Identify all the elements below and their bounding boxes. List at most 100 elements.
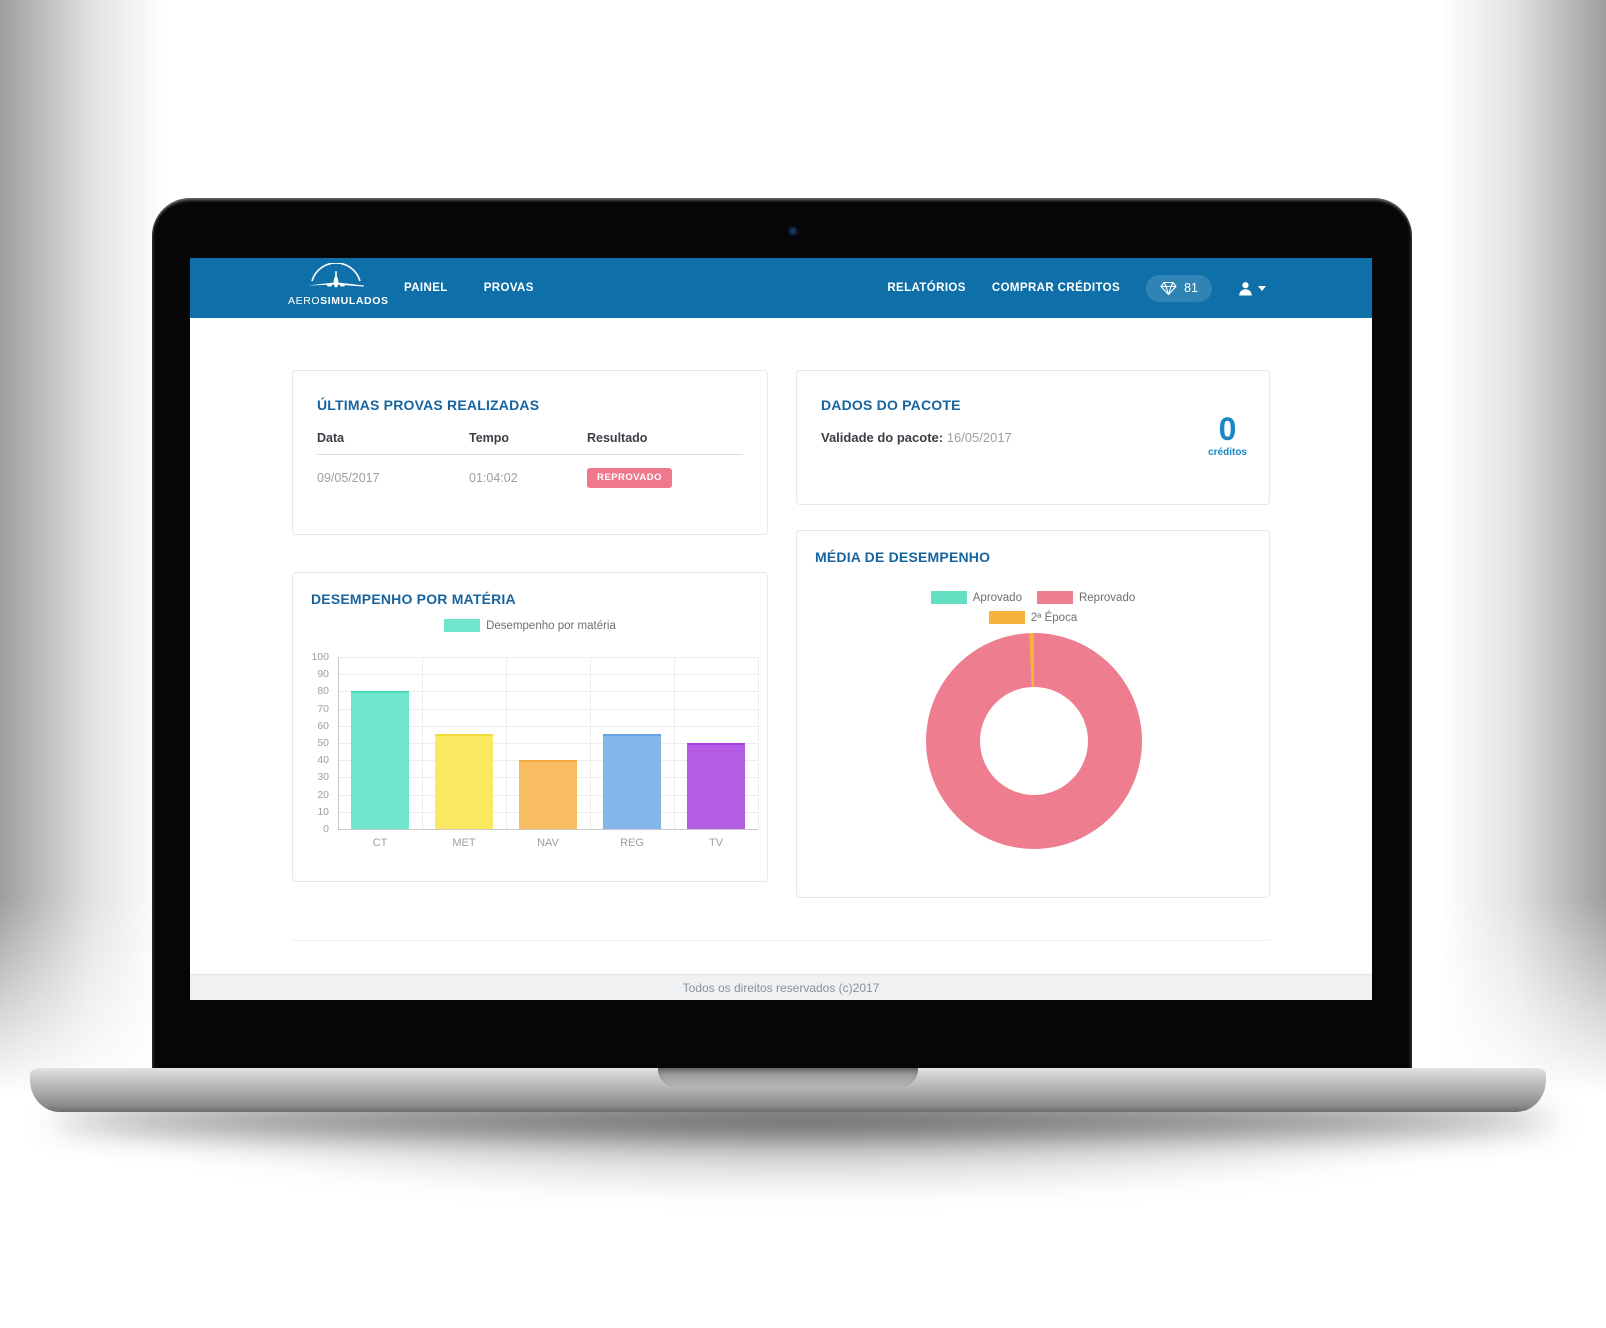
- credits-remaining-label: créditos: [1208, 447, 1247, 458]
- bar-met: [435, 734, 493, 829]
- gridline: [506, 657, 507, 829]
- cell-tempo: 01:04:02: [469, 470, 518, 485]
- legend-item[interactable]: Desempenho por matéria: [444, 619, 616, 632]
- nav-link-relatorios[interactable]: RELATÓRIOS: [887, 282, 966, 294]
- card-ultimas-provas: ÚLTIMAS PROVAS REALIZADAS Data Tempo Res…: [292, 370, 768, 535]
- legend-swatch: [930, 591, 967, 604]
- y-tick-label: 40: [317, 754, 329, 767]
- legend-item[interactable]: 2ª Época: [988, 611, 1077, 624]
- validity-value: 16/05/2017: [946, 430, 1012, 445]
- page-footer: Todos os direitos reservados (c)2017: [190, 974, 1372, 1000]
- gridline: [338, 708, 758, 710]
- package-validity: Validade do pacote: 16/05/2017: [821, 430, 1012, 445]
- y-tick-label: 60: [317, 719, 329, 732]
- status-badge: REPROVADO: [587, 468, 673, 488]
- x-tick-label: TV: [708, 837, 724, 849]
- bar-chart-legend: Desempenho por matéria: [293, 619, 767, 632]
- gridline: [338, 829, 758, 830]
- gridline: [422, 657, 423, 829]
- col-header-resultado: Resultado: [587, 431, 648, 445]
- gem-icon: [1160, 281, 1177, 295]
- card-media-desempenho: MÉDIA DE DESEMPENHO Aprovado Reprovado 2ª…: [796, 530, 1270, 898]
- card-title: MÉDIA DE DESEMPENHO: [815, 549, 991, 565]
- laptop-base: [30, 1068, 1546, 1112]
- legend-label: Desempenho por matéria: [486, 619, 616, 632]
- brand-logo[interactable]: AEROSIMULADOS: [288, 263, 388, 307]
- legend-item[interactable]: Reprovado: [1036, 591, 1136, 604]
- y-tick-label: 70: [317, 702, 329, 715]
- gridline: [758, 657, 759, 829]
- brand-name-bold: SIMULADOS: [320, 295, 389, 307]
- gridline: [590, 657, 591, 829]
- provas-table: Data Tempo Resultado 09/05/2017 01:04:02…: [317, 431, 743, 488]
- gridline: [338, 657, 758, 658]
- gridline: [338, 743, 758, 744]
- bar-ct: [351, 691, 409, 829]
- copyright-text: Todos os direitos reservados (c)2017: [682, 980, 880, 995]
- gridline: [338, 657, 339, 829]
- airplane-logo-icon: [308, 263, 364, 288]
- col-header-data: Data: [317, 431, 345, 445]
- y-tick-label: 90: [317, 668, 329, 681]
- y-tick-label: 80: [317, 685, 329, 698]
- x-tick-label: REG: [620, 837, 644, 849]
- legend-label: Reprovado: [1078, 591, 1136, 604]
- dashboard-page: ÚLTIMAS PROVAS REALIZADAS Data Tempo Res…: [190, 318, 1372, 1000]
- gridline: [674, 657, 675, 829]
- laptop-lid-notch: [658, 1068, 918, 1087]
- bar-chart-plot: [338, 657, 759, 830]
- nav-link-comprar-creditos[interactable]: COMPRAR CRÉDITOS: [991, 282, 1121, 294]
- card-desempenho-materia: DESEMPENHO POR MATÉRIA Desempenho por ma…: [292, 572, 768, 882]
- bar-nav: [519, 760, 577, 829]
- webcam-icon: [790, 228, 796, 234]
- legend-swatch: [1036, 591, 1073, 604]
- y-tick-label: 20: [317, 788, 329, 801]
- card-title: DADOS DO PACOTE: [821, 397, 961, 413]
- bar-tv: [687, 743, 745, 829]
- cell-data: 09/05/2017: [317, 470, 380, 485]
- credits-badge[interactable]: 81: [1146, 274, 1212, 302]
- nav-links-left: PAINEL PROVAS: [404, 258, 534, 318]
- brand-name: AEROSIMULADOS: [288, 295, 388, 307]
- legend-swatch: [988, 611, 1025, 624]
- legend-swatch: [444, 619, 481, 632]
- validity-label: Validade do pacote:: [821, 430, 944, 445]
- credits-count: 81: [1184, 281, 1198, 295]
- caret-down-icon: [1258, 285, 1266, 291]
- legend-item[interactable]: Aprovado: [930, 591, 1022, 604]
- col-header-tempo: Tempo: [469, 431, 510, 445]
- y-tick-label: 50: [317, 737, 329, 749]
- doughnut: [926, 633, 1142, 849]
- backdrop-shadow-right: [1441, 0, 1606, 1095]
- card-title: DESEMPENHO POR MATÉRIA: [311, 591, 516, 607]
- credits-remaining-value: 0: [1218, 411, 1237, 447]
- backdrop-shadow-left: [0, 0, 165, 1095]
- y-tick-label: 30: [317, 771, 329, 784]
- laptop-lid: AEROSIMULADOS PAINEL PROVAS RELATÓRIOS C…: [152, 198, 1412, 1070]
- nav-link-painel[interactable]: PAINEL: [404, 282, 448, 294]
- y-tick-label: 0: [323, 823, 329, 835]
- content-divider: [292, 940, 1270, 941]
- card-dados-pacote: DADOS DO PACOTE Validade do pacote: 16/0…: [796, 370, 1270, 505]
- x-tick-label: CT: [372, 837, 388, 849]
- bar-chart-y-axis: 100 90 80 70 60 50 40 30 20 10 0: [293, 651, 333, 835]
- bar-chart-x-labels: CT MET NAV REG TV: [338, 837, 758, 849]
- table-header-row: Data Tempo Resultado: [317, 431, 743, 455]
- top-navbar: AEROSIMULADOS PAINEL PROVAS RELATÓRIOS C…: [190, 258, 1372, 318]
- gridline: [338, 725, 758, 727]
- doughnut-legend-row2: 2ª Época: [797, 611, 1269, 624]
- y-tick-label: 100: [311, 651, 329, 663]
- legend-label: Aprovado: [972, 591, 1022, 604]
- y-tick-label: 10: [317, 805, 329, 818]
- card-title: ÚLTIMAS PROVAS REALIZADAS: [317, 397, 540, 413]
- credits-remaining: 0 créditos: [1208, 413, 1247, 458]
- gridline: [338, 674, 758, 676]
- account-menu[interactable]: [1238, 281, 1266, 296]
- nav-link-provas[interactable]: PROVAS: [483, 282, 534, 294]
- bar-reg: [603, 734, 661, 829]
- x-tick-label: MET: [452, 837, 476, 849]
- gridline: [338, 691, 758, 693]
- brand-name-light: AERO: [288, 295, 321, 307]
- nav-links-right: RELATÓRIOS COMPRAR CRÉDITOS 81: [887, 258, 1266, 318]
